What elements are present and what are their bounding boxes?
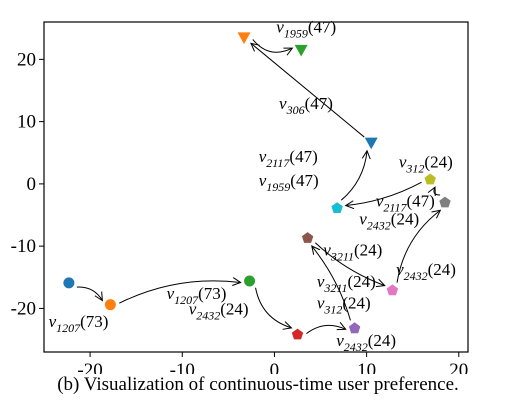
y-tick-label: -10 [11, 236, 36, 257]
arrows [76, 39, 441, 334]
transition-arrow [314, 242, 384, 286]
point-annotation: v3211(24) [323, 240, 382, 263]
data-point [386, 284, 399, 296]
point-annotation: v2117(47) [376, 191, 435, 214]
y-tick-label: 10 [17, 112, 36, 133]
data-point [348, 322, 361, 334]
point-annotation: v1959(47) [259, 171, 319, 194]
point-annotation: v2117(47) [259, 147, 318, 170]
point-annotation: v3211(24) [317, 272, 376, 295]
data-point [237, 32, 251, 45]
point-annotation: v1207(73) [49, 312, 109, 335]
transition-arrow [346, 181, 422, 205]
point-annotation: v1959(47) [276, 18, 336, 41]
data-point [294, 44, 308, 57]
data-point [439, 196, 451, 208]
data-points [63, 32, 451, 340]
point-annotation: v2432(24) [359, 209, 419, 232]
transition-arrow [434, 187, 441, 195]
data-point [291, 328, 304, 340]
x-tick-label: 0 [270, 360, 280, 374]
transition-arrow [312, 246, 351, 321]
x-tick-label: -20 [77, 360, 102, 374]
transition-arrow [306, 325, 345, 334]
x-tick-label: -10 [170, 360, 195, 374]
data-point [424, 173, 436, 185]
point-annotation: v2432(24) [396, 260, 456, 283]
transition-arrow [252, 39, 293, 52]
x-tick-label: 10 [357, 360, 376, 374]
plot-frame [43, 21, 469, 353]
data-point [331, 202, 343, 213]
data-point [364, 137, 378, 150]
transition-arrow [255, 287, 292, 328]
data-point [104, 299, 116, 311]
figure-caption: (b) Visualization of continuous-time use… [57, 374, 459, 395]
scatter-plot: -20 -10 0 10 20 20 10 0 -10 -20 v1959(47) v306(47)… [11, 18, 469, 374]
data-point [63, 277, 75, 289]
point-annotation: v1207(73) [167, 284, 227, 307]
transition-arrow [76, 286, 103, 300]
transition-arrow [119, 281, 240, 304]
point-annotation: v2432(24) [189, 300, 249, 323]
annotations: v1959(47)v306(47)v2117(47)v1959(47)v312(… [49, 18, 456, 354]
y-tick-label: 0 [27, 174, 37, 195]
axis-ticks: -20 -10 0 10 20 20 10 0 -10 -20 [11, 49, 469, 374]
transition-arrow [251, 43, 365, 138]
data-point [301, 232, 314, 243]
y-tick-label: -20 [11, 298, 36, 319]
y-tick-label: 20 [17, 49, 36, 70]
transition-arrow [396, 210, 440, 283]
point-annotation: v312(24) [317, 293, 371, 316]
x-tick-label: 20 [449, 360, 468, 374]
point-annotation: v306(47) [279, 94, 333, 117]
data-point [244, 275, 256, 287]
point-annotation: v312(24) [399, 153, 453, 176]
point-annotation: v2432(24) [336, 331, 396, 354]
transition-arrow [340, 151, 367, 201]
